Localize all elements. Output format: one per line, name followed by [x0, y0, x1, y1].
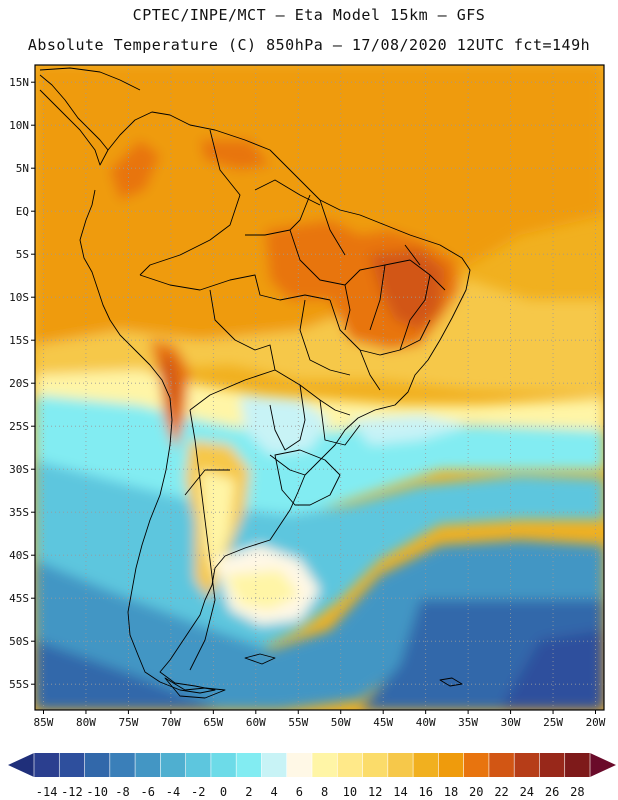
colorbar-swatch	[438, 753, 465, 777]
latitude-label: 10N	[9, 119, 29, 132]
colorbar-swatch	[84, 753, 111, 777]
colorbar-swatch	[488, 753, 515, 777]
graticule	[35, 65, 604, 710]
longitude-label: 25W	[543, 716, 563, 729]
colorbar-swatch	[514, 753, 540, 777]
colorbar-label: -6	[141, 785, 155, 799]
colorbar-label: -2	[191, 785, 205, 799]
colorbar-label: 8	[321, 785, 328, 799]
longitude-label: 85W	[34, 716, 54, 729]
longitude-label: 45W	[373, 716, 393, 729]
tierra-del-fuego	[164, 677, 226, 699]
latitude-label: 20S	[9, 377, 29, 390]
coastlines	[39, 67, 471, 699]
longitude-label: 40W	[416, 716, 436, 729]
south-georgia	[439, 677, 463, 687]
longitude-label: 65W	[203, 716, 223, 729]
longitude-label: 75W	[118, 716, 138, 729]
latitude-label: 40S	[9, 549, 29, 562]
colorbar-label: 24	[520, 785, 534, 799]
colorbar-swatch	[564, 753, 591, 777]
longitude-label: 70W	[161, 716, 181, 729]
latitude-label: 35S	[9, 506, 29, 519]
colorbar-label: 22	[494, 785, 508, 799]
latitude-label: 25S	[9, 420, 29, 433]
latitude-axis-labels: 15N 10N 5N EQ 5S 10S 15S 20S 25S 30S 35S 40S 45S 50S 5…	[9, 76, 35, 691]
latitude-label: 45S	[9, 592, 29, 605]
uruguay-outline	[274, 449, 341, 506]
latitude-label: 15N	[9, 76, 29, 89]
colorbar-swatch	[337, 753, 363, 777]
colorbar-swatch	[261, 753, 288, 777]
falkland-islands	[244, 653, 276, 665]
colorbar-swatch	[185, 753, 212, 777]
longitude-label: 60W	[246, 716, 266, 729]
colorbar-over-arrow	[590, 753, 616, 777]
colorbar-label: 2	[245, 785, 252, 799]
colorbar-label: 26	[545, 785, 559, 799]
colorbar-swatch	[463, 753, 490, 777]
colorbar: -14 -12 -10 -8 -6 -4 -2 0 2 4 6 8 10 12 14 16 18 20 22 24 26…	[8, 753, 616, 799]
latitude-label: 30S	[9, 463, 29, 476]
longitude-label: 35W	[458, 716, 478, 729]
colorbar-under-arrow	[8, 753, 34, 777]
colorbar-swatch	[210, 753, 237, 777]
brazil-states	[289, 199, 446, 391]
colorbar-label: 12	[368, 785, 382, 799]
colorbar-swatch	[135, 753, 161, 777]
latitude-label: 55S	[9, 678, 29, 691]
colorbar-swatch	[286, 753, 313, 777]
colorbar-swatch	[160, 753, 187, 777]
map-subtitle: Absolute Temperature (C) 850hPa – 17/08/…	[27, 36, 591, 54]
longitude-label: 55W	[288, 716, 308, 729]
colorbar-swatch	[109, 753, 136, 777]
colorbar-label: -12	[61, 785, 83, 799]
longitude-label: 30W	[501, 716, 521, 729]
colorbar-label: -14	[36, 785, 58, 799]
central-america-coastline	[39, 74, 109, 151]
latitude-label: 5S	[16, 248, 29, 261]
longitude-label: 50W	[331, 716, 351, 729]
latitude-label: 10S	[9, 291, 29, 304]
colorbar-swatch	[362, 753, 389, 777]
country-borders	[139, 129, 361, 671]
map-frame	[34, 64, 605, 711]
colorbar-label: 10	[343, 785, 357, 799]
colorbar-label: 16	[419, 785, 433, 799]
south-america-coastline	[39, 89, 471, 694]
colorbar-label: 0	[220, 785, 227, 799]
temperature-field	[35, 65, 604, 710]
colorbar-swatch	[59, 753, 85, 777]
map-title: CPTEC/INPE/MCT – Eta Model 15km – GFS	[132, 6, 486, 24]
colorbar-label: 20	[469, 785, 483, 799]
colorbar-swatch	[539, 753, 566, 777]
latitude-label: 5N	[16, 162, 29, 175]
colorbar-swatch	[236, 753, 262, 777]
latitude-label: 15S	[9, 334, 29, 347]
colorbar-label: -4	[166, 785, 180, 799]
latitude-label: 50S	[9, 635, 29, 648]
caribbean-coastline	[39, 67, 141, 91]
colorbar-label: 14	[393, 785, 407, 799]
colorbar-label: -8	[115, 785, 129, 799]
latitude-label: EQ	[16, 205, 29, 218]
colorbar-label: -10	[86, 785, 108, 799]
colorbar-swatch	[34, 753, 60, 777]
colorbar-swatch	[312, 753, 338, 777]
longitude-label: 80W	[76, 716, 96, 729]
colorbar-label: 6	[296, 785, 303, 799]
colorbar-swatch	[413, 753, 439, 777]
colorbar-label: 4	[270, 785, 277, 799]
colorbar-label: 28	[570, 785, 584, 799]
colorbar-label: 18	[444, 785, 458, 799]
longitude-label: 20W	[586, 716, 606, 729]
longitude-axis-labels: 85W 80W 75W 70W 65W 60W 55W 50W 45W 40W 35W 30W 25W 2…	[34, 710, 606, 729]
colorbar-swatch	[387, 753, 414, 777]
